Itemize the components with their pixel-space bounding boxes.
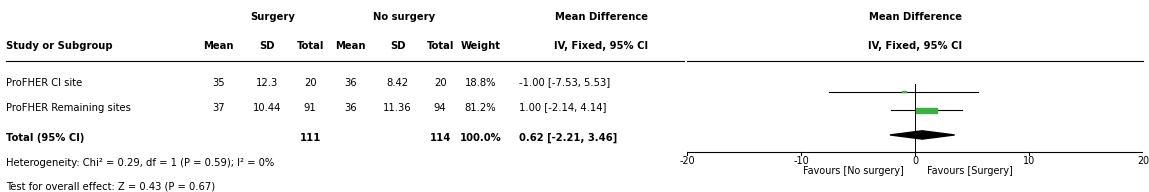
Text: Mean: Mean — [203, 41, 233, 51]
Text: 36: 36 — [345, 103, 356, 113]
Text: 20: 20 — [1138, 156, 1149, 166]
Text: 37: 37 — [213, 103, 224, 113]
Text: Total (95% CI): Total (95% CI) — [6, 133, 84, 143]
Text: 35: 35 — [213, 78, 224, 88]
Text: Mean: Mean — [336, 41, 365, 51]
Text: 20: 20 — [434, 78, 446, 88]
Text: SD: SD — [390, 41, 406, 51]
Text: 10: 10 — [1023, 156, 1035, 166]
Text: ProFHER CI site: ProFHER CI site — [6, 78, 82, 88]
Text: 0: 0 — [912, 156, 918, 166]
Text: Mean Difference: Mean Difference — [555, 12, 648, 22]
Text: No surgery: No surgery — [372, 12, 435, 22]
Text: 8.42: 8.42 — [386, 78, 409, 88]
Text: -10: -10 — [793, 156, 809, 166]
Text: 18.8%: 18.8% — [464, 78, 496, 88]
Text: -1.00 [-7.53, 5.53]: -1.00 [-7.53, 5.53] — [519, 78, 610, 88]
Text: Total: Total — [296, 41, 324, 51]
Text: 12.3: 12.3 — [255, 78, 278, 88]
Text: 114: 114 — [430, 133, 450, 143]
Text: 111: 111 — [300, 133, 321, 143]
Text: 94: 94 — [434, 103, 446, 113]
Text: Favours [Surgery]: Favours [Surgery] — [926, 166, 1012, 176]
Text: 0.62 [-2.21, 3.46]: 0.62 [-2.21, 3.46] — [519, 133, 618, 143]
Text: 100.0%: 100.0% — [460, 133, 501, 143]
Text: SD: SD — [259, 41, 275, 51]
Polygon shape — [890, 131, 955, 139]
Text: IV, Fixed, 95% CI: IV, Fixed, 95% CI — [555, 41, 648, 51]
Text: IV, Fixed, 95% CI: IV, Fixed, 95% CI — [869, 41, 962, 51]
Text: 91: 91 — [303, 103, 317, 113]
Text: Total: Total — [426, 41, 454, 51]
Text: 81.2%: 81.2% — [464, 103, 496, 113]
Text: 1.00 [-2.14, 4.14]: 1.00 [-2.14, 4.14] — [519, 103, 607, 113]
Text: 20: 20 — [304, 78, 316, 88]
Text: Mean Difference: Mean Difference — [869, 12, 962, 22]
Text: Weight: Weight — [461, 41, 500, 51]
Text: 11.36: 11.36 — [384, 103, 411, 113]
Text: -20: -20 — [679, 156, 695, 166]
FancyBboxPatch shape — [902, 91, 907, 92]
Text: 36: 36 — [345, 78, 356, 88]
Text: Study or Subgroup: Study or Subgroup — [6, 41, 113, 51]
Text: Heterogeneity: Chi² = 0.29, df = 1 (P = 0.59); I² = 0%: Heterogeneity: Chi² = 0.29, df = 1 (P = … — [6, 158, 273, 168]
Text: 10.44: 10.44 — [253, 103, 280, 113]
FancyBboxPatch shape — [917, 108, 936, 113]
Text: Favours [No surgery]: Favours [No surgery] — [803, 166, 904, 176]
Text: Test for overall effect: Z = 0.43 (P = 0.67): Test for overall effect: Z = 0.43 (P = 0… — [6, 181, 215, 191]
Text: Surgery: Surgery — [250, 12, 295, 22]
Text: ProFHER Remaining sites: ProFHER Remaining sites — [6, 103, 131, 113]
